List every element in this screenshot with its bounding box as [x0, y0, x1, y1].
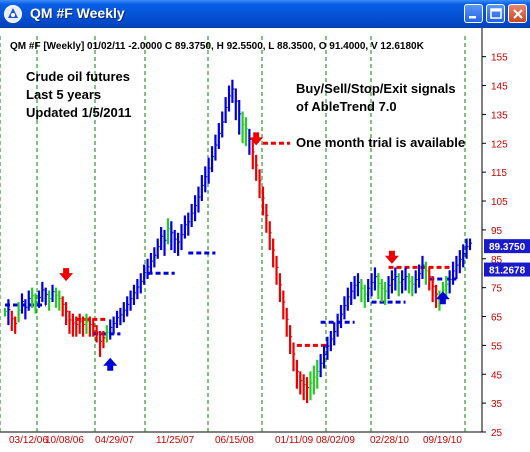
x-tick-label: 02/28/10 — [370, 435, 409, 446]
y-tick-label: 65 — [491, 313, 503, 324]
x-tick-label: 10/08/06 — [45, 435, 84, 446]
note-line: Buy/Sell/Stop/Exit signals — [296, 81, 456, 96]
x-tick-label: 06/15/08 — [215, 435, 254, 446]
note-line: Last 5 years — [26, 87, 102, 102]
x-tick-label: 03/12/06 — [9, 435, 48, 446]
y-tick-label: 35 — [491, 399, 503, 410]
x-tick-label: 08/02/09 — [316, 435, 355, 446]
maximize-button[interactable] — [486, 4, 505, 23]
x-tick-label: 09/19/10 — [423, 435, 462, 446]
y-tick-label: 95 — [491, 226, 503, 237]
app-icon[interactable] — [3, 4, 23, 24]
price-tag — [484, 239, 530, 254]
title-bar[interactable]: QM #F Weekly — [0, 0, 530, 28]
y-tick-label: 155 — [491, 53, 508, 64]
y-tick-label: 145 — [491, 82, 508, 93]
y-tick-label: 115 — [491, 168, 507, 179]
price-tag — [484, 262, 530, 277]
sell-arrow-icon — [59, 268, 74, 282]
note-line: One month trial is available — [296, 135, 466, 150]
price-tag-label: 89.3750 — [489, 242, 526, 253]
y-tick-label: 135 — [491, 110, 508, 121]
note-line: Crude oil futures — [26, 69, 131, 84]
close-button[interactable] — [508, 4, 527, 23]
close-icon — [513, 9, 523, 19]
x-tick-label: 01/11/09 — [275, 435, 314, 446]
x-tick-label: 04/29/07 — [95, 435, 134, 446]
left-note: Crude oil futures Last 5 years Updated 1… — [26, 68, 132, 122]
quote-info-line: QM #F [Weekly] 01/02/11 -2.0000 C 89.375… — [10, 41, 424, 52]
buy-arrow-icon — [103, 357, 118, 371]
y-tick-label: 25 — [491, 428, 503, 439]
x-tick-label: 11/25/07 — [156, 435, 195, 446]
window-title: QM #F Weekly — [30, 5, 125, 21]
maximize-icon — [490, 8, 502, 19]
sell-arrow-icon — [384, 250, 399, 264]
y-tick-label: 55 — [491, 341, 503, 352]
buy-arrow-icon — [435, 291, 450, 305]
price-tag-label: 81.2678 — [489, 266, 526, 277]
y-tick-label: 125 — [491, 139, 508, 150]
minimize-icon — [469, 16, 476, 19]
note-line — [296, 116, 465, 134]
minimize-button[interactable] — [464, 4, 483, 23]
sell-arrow-icon — [249, 132, 264, 146]
note-line: Updated 1/5/2011 — [26, 105, 132, 120]
y-tick-label: 105 — [491, 197, 508, 208]
y-tick-label: 85 — [491, 255, 503, 266]
y-tick-label: 45 — [491, 370, 503, 381]
y-tick-label: 75 — [491, 284, 503, 295]
chart-area[interactable]: 03/12/06 10/08/06 04/29/07 11/25/07 06/15/08… — [0, 28, 530, 452]
right-note: Buy/Sell/Stop/Exit signals of AbleTrend … — [296, 80, 465, 152]
note-line: of AbleTrend 7.0 — [296, 99, 397, 114]
